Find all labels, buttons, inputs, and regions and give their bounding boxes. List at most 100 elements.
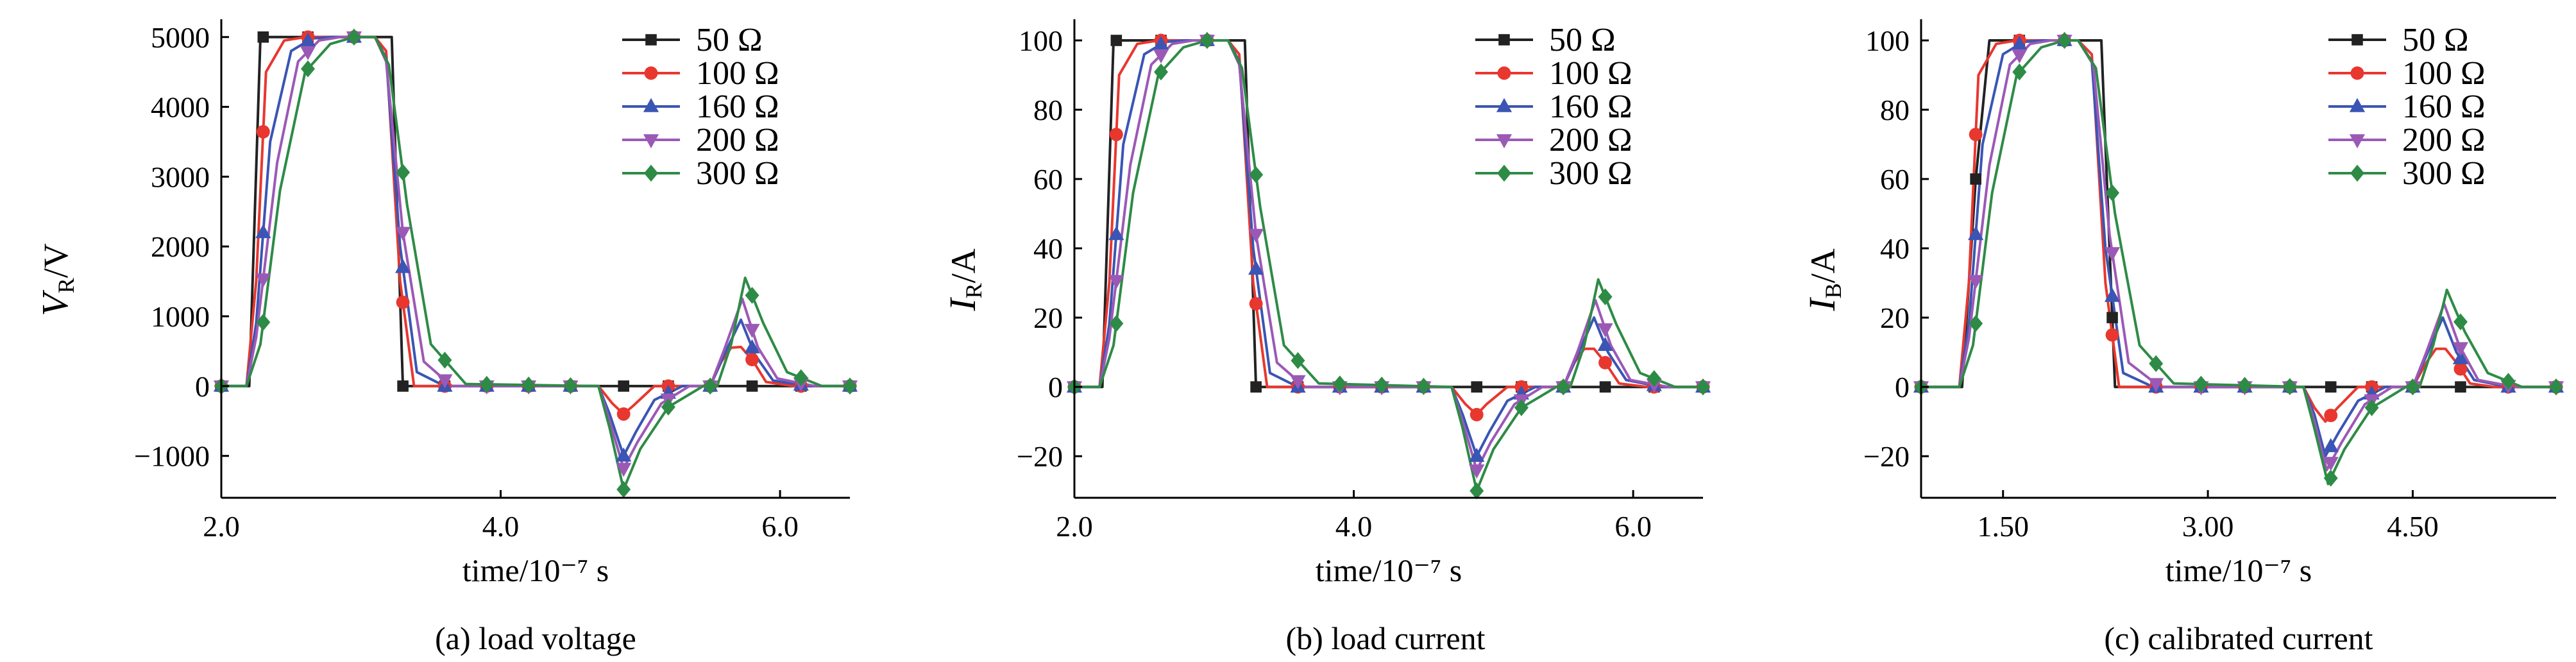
data-point-s1-13 (746, 380, 758, 392)
x-axis-label: time/10⁻⁷ s (462, 552, 609, 588)
x-tick-label: 3.00 (2182, 510, 2234, 543)
data-point-s1-5 (2106, 312, 2118, 323)
data-point-s1-10 (618, 380, 629, 392)
data-point-s4-2 (1108, 275, 1124, 289)
data-point-s3-2 (1968, 226, 1984, 241)
y-tick-label: 0 (195, 370, 210, 403)
y-tick-label: 20 (1033, 301, 1063, 334)
legend-marker-1 (645, 34, 657, 46)
data-point-s5-8 (2237, 377, 2252, 394)
data-point-s2-13 (1598, 355, 1613, 369)
data-point-s5-9 (1416, 377, 1431, 395)
legend-label-3: 160 Ω (1549, 89, 1632, 125)
data-point-s4-5 (2104, 247, 2121, 262)
data-point-s5-3 (1154, 64, 1169, 81)
y-axis-subscript: R (53, 278, 79, 293)
data-point-s2-5 (2105, 328, 2119, 342)
x-tick-label: 6.0 (761, 510, 799, 543)
data-point-s1-2 (1970, 173, 1981, 185)
data-point-s5-8 (1375, 377, 1389, 394)
data-point-s5-4 (2057, 31, 2072, 49)
legend-label-3: 160 Ω (696, 89, 779, 125)
legend-marker-5 (1497, 164, 1511, 182)
data-point-s4-3 (1153, 49, 1169, 64)
data-point-s3-13 (744, 339, 760, 353)
legend-label-3: 160 Ω (2402, 89, 2486, 125)
data-point-s5-3 (301, 60, 316, 78)
data-point-s5-15 (1696, 378, 1710, 396)
data-point-s4-2 (255, 273, 271, 288)
y-axis-symbol: I (942, 297, 983, 312)
y-tick-label: 1000 (151, 300, 210, 333)
data-point-s5-8 (521, 376, 536, 394)
data-point-s5-10 (616, 480, 631, 498)
legend-label-2: 100 Ω (1549, 55, 1632, 92)
legend-label-1: 50 Ω (1549, 22, 1616, 58)
data-point-s3-3 (2012, 35, 2028, 50)
y-axis-unit: /A (944, 248, 983, 283)
y-tick-label: 60 (1033, 163, 1063, 196)
data-point-s5-9 (563, 377, 578, 395)
x-tick-label: 2.0 (203, 510, 240, 543)
legend-marker-3 (1496, 98, 1513, 112)
data-point-s2-2 (256, 125, 270, 139)
data-point-s5-15 (2549, 378, 2563, 396)
legend-label-5: 300 Ω (2402, 155, 2486, 192)
panel-caption: (b) load current (1286, 620, 1486, 656)
y-tick-label: 100 (1019, 24, 1063, 57)
data-point-s5-5 (2105, 184, 2120, 201)
data-point-s2-5 (1249, 297, 1263, 310)
y-axis-symbol: V (34, 289, 76, 316)
chart-panel-1: 2.0 4.0 6.0 −1000 0 1000 2000 3000 4000 5000 time/… (34, 19, 858, 656)
data-point-s2-10 (2324, 409, 2338, 423)
legend-marker-4 (1496, 134, 1513, 149)
x-tick-label: 4.50 (2387, 510, 2439, 543)
data-point-s3-13 (2452, 350, 2469, 364)
data-point-s1-10 (2325, 381, 2337, 393)
data-point-s5-14 (2501, 373, 2516, 390)
x-tick-label: 4.0 (482, 510, 520, 543)
legend-label-5: 300 Ω (1549, 155, 1632, 192)
legend-marker-4 (643, 134, 659, 149)
data-point-s5-2 (1969, 315, 1983, 332)
y-tick-label: 60 (1880, 163, 1910, 196)
y-axis-label: IR/A (942, 248, 987, 311)
legend-marker-5 (644, 164, 658, 182)
data-point-s4-3 (300, 46, 316, 60)
data-point-s3-5 (2104, 287, 2121, 302)
data-point-s4-5 (395, 226, 411, 241)
data-point-s5-9 (2282, 378, 2297, 395)
data-point-s4-10 (1469, 464, 1485, 479)
data-point-s2-13 (745, 353, 759, 366)
chart-panel-3: 1.50 3.00 4.50 −20 0 20 40 60 80 100 time/10⁻⁷ s IB… (1801, 19, 2564, 656)
y-tick-label: 0 (1048, 371, 1063, 403)
legend-marker-1 (1498, 34, 1510, 46)
data-point-s4-10 (2323, 457, 2339, 471)
data-point-s3-13 (1597, 337, 1613, 352)
data-point-s4-6 (1290, 375, 1306, 389)
legend-marker-2 (2350, 66, 2364, 80)
data-point-s2-2 (1969, 128, 1983, 142)
legend-label-2: 100 Ω (696, 55, 779, 92)
y-axis-unit: /V (37, 243, 75, 278)
legend-label-1: 50 Ω (2402, 22, 2469, 58)
x-tick-label: 6.0 (1614, 510, 1652, 543)
data-point-s3-3 (1153, 35, 1169, 50)
y-tick-label: 80 (1033, 94, 1063, 126)
y-tick-label: 4000 (151, 91, 210, 124)
data-point-s1-13 (1599, 381, 1611, 393)
data-point-s1-5 (1250, 381, 1262, 393)
data-point-s5-14 (793, 369, 808, 387)
y-tick-label: 100 (1865, 24, 1910, 57)
y-tick-label: 3000 (151, 160, 210, 193)
data-point-s5-11 (1514, 399, 1529, 416)
data-point-s4-13 (2452, 342, 2469, 357)
data-point-s5-14 (1647, 369, 1661, 387)
y-axis-unit: /A (1804, 248, 1842, 283)
data-point-s3-10 (2323, 437, 2339, 452)
data-point-s2-2 (1109, 128, 1123, 142)
y-tick-label: 0 (1895, 371, 1910, 403)
